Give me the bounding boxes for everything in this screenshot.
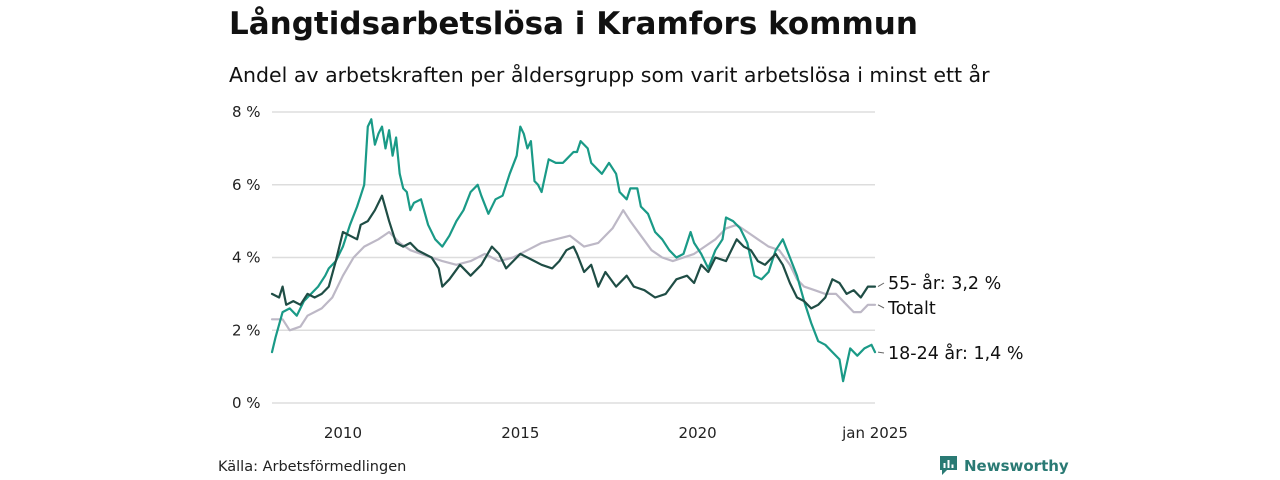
y-tick-label: 8 % — [232, 103, 261, 121]
x-tick-label: 2010 — [324, 424, 362, 442]
chart-subtitle: Andel av arbetskraften per åldersgrupp s… — [229, 63, 990, 87]
source-note: Källa: Arbetsförmedlingen — [218, 459, 407, 475]
brand-name: Newsworthy — [964, 456, 1069, 475]
series-lines — [270, 118, 877, 383]
y-tick-label: 0 % — [232, 394, 261, 412]
chart-title: Långtidsarbetslösa i Kramfors kommun — [229, 6, 918, 42]
x-tick-label: jan 2025 — [841, 424, 908, 442]
leader-line — [877, 282, 885, 288]
series-line-1 — [270, 209, 877, 332]
y-tick-label: 6 % — [232, 176, 261, 194]
leader-line — [877, 351, 885, 354]
series-end-label: 55- år: 3,2 % — [888, 273, 1001, 294]
newsworthy-logo-icon — [940, 456, 957, 475]
axis-ticks: 0 % 2 % 4 % 6 % 8 % 2010 2015 2020 jan 2025 — [232, 103, 908, 442]
brand-logo-link[interactable]: Newsworthy — [939, 455, 1069, 476]
y-tick-label: 2 % — [232, 321, 261, 339]
series-line-2 — [270, 118, 877, 383]
leader-line — [877, 304, 885, 309]
gridlines — [272, 111, 875, 404]
x-tick-label: 2015 — [501, 424, 539, 442]
series-end-label: Totalt — [887, 299, 936, 319]
y-tick-label: 4 % — [232, 249, 261, 267]
x-tick-label: 2020 — [679, 424, 717, 442]
series-end-labels: 55- år: 3,2 % Totalt 18-24 år: 1,4 % — [877, 273, 1024, 364]
series-end-label: 18-24 år: 1,4 % — [888, 343, 1024, 364]
series-line-0 — [270, 194, 877, 310]
